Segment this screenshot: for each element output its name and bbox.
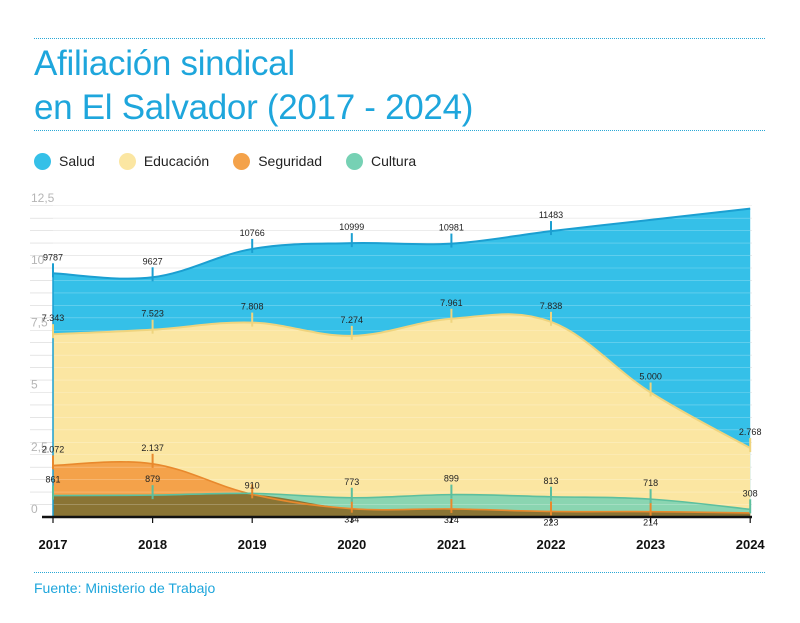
x-tick-label: 2020 <box>337 537 366 552</box>
data-label: 9627 <box>143 256 163 266</box>
x-tick-label: 2023 <box>636 537 665 552</box>
data-label: 11483 <box>539 210 563 220</box>
data-label: 2.072 <box>42 444 65 454</box>
y-tick-label: 0 <box>31 502 38 516</box>
legend-label: Cultura <box>371 153 417 169</box>
y-tick-label: 7,5 <box>31 315 48 329</box>
y-tick-label: 12,5 <box>31 191 55 205</box>
data-label: 899 <box>444 474 459 484</box>
x-tick-label: 2019 <box>238 537 267 552</box>
data-label: 718 <box>643 478 658 488</box>
legend-item-2: Seguridad <box>233 152 323 170</box>
data-label: 861 <box>45 475 60 485</box>
area-overlap <box>53 493 751 517</box>
title-rule <box>34 130 765 131</box>
data-label: 7.838 <box>540 301 563 311</box>
data-label: 5.000 <box>639 372 662 382</box>
chart-title-line-1: Afiliación sindical <box>34 44 295 83</box>
area-educacion <box>53 314 751 517</box>
data-label: 7.343 <box>42 313 65 323</box>
legend-swatch <box>34 152 51 170</box>
data-label: 9787 <box>43 252 63 262</box>
line-cultura <box>52 492 751 511</box>
line-seguridad <box>52 460 751 514</box>
legend-label: Salud <box>59 153 95 169</box>
legend-swatch <box>118 152 136 170</box>
data-label: 7.961 <box>440 298 463 308</box>
top-rule <box>34 38 765 39</box>
legend: Salud Educación Seguridad Cultura <box>34 150 440 172</box>
legend-item-3: Cultura <box>346 152 417 170</box>
data-label: 308 <box>743 488 758 498</box>
data-label: 910 <box>245 480 260 490</box>
data-label: 773 <box>344 477 359 487</box>
data-label: 7.523 <box>141 309 164 319</box>
legend-item-0: Salud <box>34 152 95 170</box>
legend-swatch <box>346 152 364 170</box>
y-tick-label: 5 <box>31 378 38 392</box>
legend-label: Seguridad <box>258 153 323 169</box>
data-label: 2.137 <box>141 443 164 453</box>
legend-swatch <box>233 152 251 170</box>
legend-item-1: Educación <box>118 152 210 170</box>
x-tick-label: 2022 <box>537 537 566 552</box>
legend-label: Educación <box>143 153 210 169</box>
line-salud <box>52 207 751 280</box>
data-label: 10981 <box>439 223 464 233</box>
line-educacion <box>52 313 751 449</box>
data-label: 813 <box>543 476 558 486</box>
y-tick-label: 10 <box>31 253 45 267</box>
source-note: Fuente: Ministerio de Trabajo <box>34 580 216 596</box>
data-label: 10766 <box>240 228 265 238</box>
x-tick-label: 2017 <box>39 537 68 552</box>
x-tick-label: 2021 <box>437 537 466 552</box>
data-label: 7.808 <box>241 302 264 312</box>
data-label: 10999 <box>339 222 364 232</box>
data-label: 7.274 <box>341 315 364 325</box>
data-label: 879 <box>145 474 160 484</box>
bottom-rule <box>34 572 765 573</box>
y-tick-label: 2,5 <box>31 440 48 454</box>
data-label: 2.768 <box>739 427 762 437</box>
chart-title-line-2: en El Salvador (2017 - 2024) <box>34 88 474 127</box>
x-tick-label: 2018 <box>138 537 167 552</box>
x-tick-label: 2024 <box>736 537 766 552</box>
